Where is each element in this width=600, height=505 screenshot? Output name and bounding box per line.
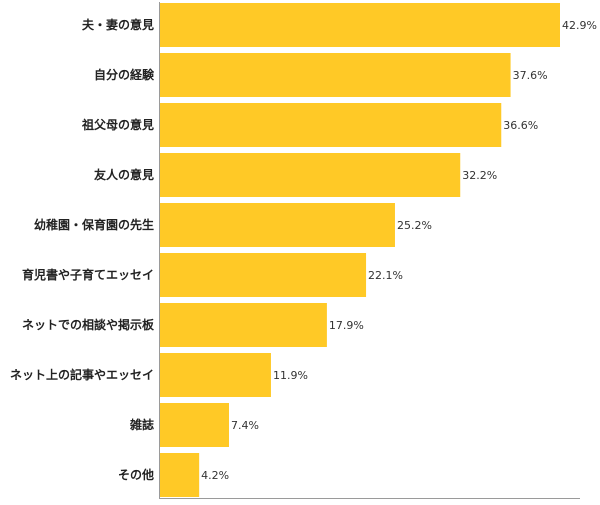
bar-2	[160, 103, 502, 147]
category-label-6: ネットでの相談や掲示板	[22, 317, 155, 332]
bar-7	[160, 353, 271, 397]
bar-6	[160, 303, 327, 347]
value-label-0: 42.9%	[562, 19, 597, 32]
value-label-5: 22.1%	[368, 269, 403, 282]
bars-group	[160, 3, 560, 497]
category-label-8: 雑誌	[129, 417, 154, 432]
category-label-1: 自分の経験	[94, 67, 155, 82]
category-label-4: 幼稚園・保育園の先生	[34, 217, 154, 232]
bar-8	[160, 403, 229, 447]
bar-1	[160, 53, 511, 97]
value-label-3: 32.2%	[462, 169, 497, 182]
category-label-3: 友人の意見	[93, 167, 154, 182]
category-label-7: ネット上の記事やエッセイ	[10, 367, 154, 382]
category-label-0: 夫・妻の意見	[81, 17, 154, 32]
value-label-1: 37.6%	[513, 69, 548, 82]
value-label-2: 36.6%	[503, 119, 538, 132]
category-labels: 夫・妻の意見自分の経験祖父母の意見友人の意見幼稚園・保育園の先生育児書や子育てエ…	[10, 17, 155, 482]
value-labels: 42.9% 37.6% 36.6% 32.2% 25.2% 22.1% 17.9% 11.9%…	[201, 19, 597, 482]
value-label-9: 4.2%	[201, 469, 229, 482]
value-label-6: 17.9%	[329, 319, 364, 332]
value-label-7: 11.9%	[273, 369, 308, 382]
category-label-2: 祖父母の意見	[81, 117, 154, 132]
category-label-9: その他	[118, 467, 154, 482]
value-label-4: 25.2%	[397, 219, 432, 232]
category-label-5: 育児書や子育てエッセイ	[22, 267, 154, 282]
bar-3	[160, 153, 461, 197]
bar-0	[160, 3, 560, 47]
value-label-8: 7.4%	[231, 419, 259, 432]
bar-4	[160, 203, 395, 247]
bar-9	[160, 453, 200, 497]
bar-5	[160, 253, 367, 297]
